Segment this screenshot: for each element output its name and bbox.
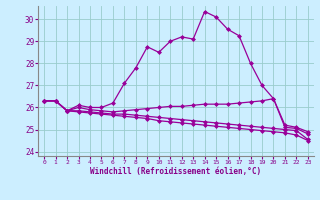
X-axis label: Windchill (Refroidissement éolien,°C): Windchill (Refroidissement éolien,°C)	[91, 167, 261, 176]
